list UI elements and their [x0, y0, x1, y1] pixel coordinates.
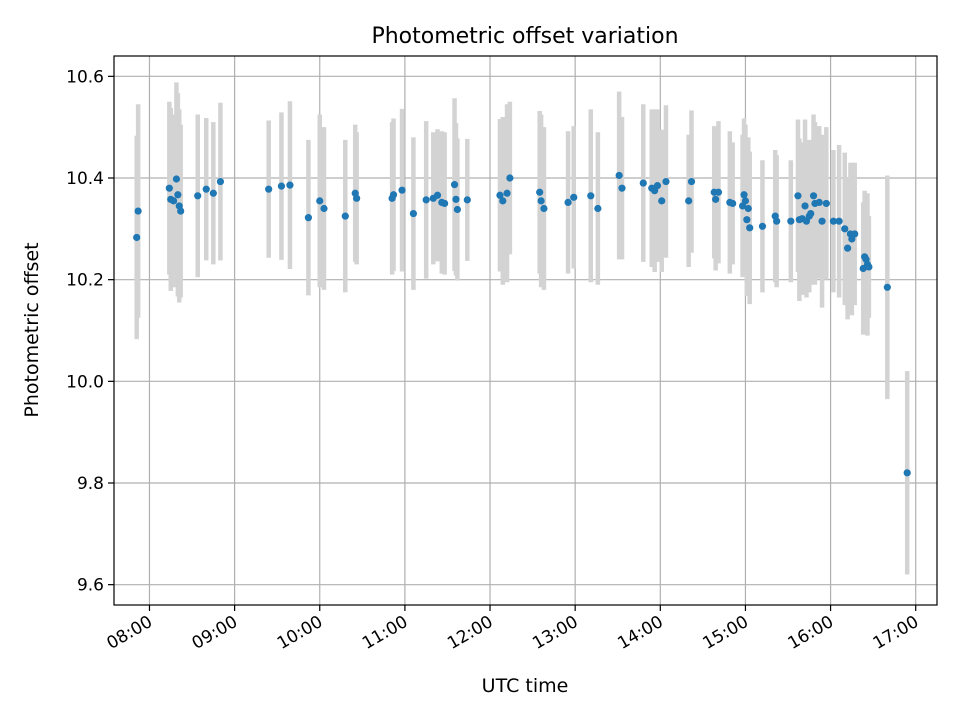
data-point [134, 207, 142, 215]
data-point [844, 244, 852, 252]
data-point [389, 191, 398, 199]
data-point [536, 188, 544, 196]
data-point [744, 204, 752, 213]
data-point [499, 197, 507, 205]
data-point [801, 202, 809, 210]
data-point [773, 217, 781, 225]
data-point [594, 204, 602, 213]
data-point [209, 189, 217, 197]
data-point [794, 192, 802, 200]
data-point [758, 222, 767, 230]
data-point [216, 177, 225, 186]
data-point [463, 196, 471, 204]
data-point [746, 224, 754, 232]
data-points [133, 171, 911, 477]
data-point [740, 191, 748, 199]
y-axis-label: Photometric offset [21, 242, 43, 417]
data-point [729, 199, 737, 208]
data-point [741, 197, 750, 205]
data-point [169, 197, 178, 205]
data-point [194, 192, 202, 200]
data-point [398, 186, 406, 194]
y-tick-label: 9.6 [77, 576, 104, 596]
data-point [807, 209, 815, 218]
data-point [496, 191, 504, 199]
data-point [809, 192, 818, 200]
data-point [714, 188, 723, 196]
data-point [353, 194, 361, 202]
data-point [618, 184, 626, 192]
data-point [570, 193, 578, 201]
data-point [452, 195, 460, 203]
data-point [453, 205, 461, 214]
data-point [865, 263, 873, 271]
data-point [506, 174, 514, 182]
data-point [441, 199, 449, 208]
data-point [165, 184, 173, 192]
plot-frame [113, 55, 938, 606]
data-point [422, 196, 430, 204]
data-point [133, 233, 141, 242]
data-point [177, 207, 185, 215]
data-point [835, 217, 843, 225]
data-point [564, 198, 572, 206]
data-point [743, 216, 751, 224]
y-axis-ticks: 9.6 9.8 10.0 10.2 10.4 10.6 [66, 67, 114, 596]
data-point [903, 469, 911, 477]
data-point [822, 199, 830, 208]
data-point [540, 204, 548, 213]
data-point [202, 185, 210, 193]
y-tick-label: 9.8 [77, 474, 104, 494]
data-point [639, 179, 647, 187]
data-point [320, 204, 328, 213]
data-point [433, 191, 442, 199]
data-point [685, 197, 693, 205]
data-point [829, 217, 838, 225]
data-point [658, 197, 666, 205]
data-point [662, 177, 670, 186]
data-point [265, 185, 273, 193]
data-point [172, 175, 181, 183]
chart-title: Photometric offset variation [371, 24, 678, 49]
data-point [286, 181, 294, 189]
data-point [503, 189, 511, 197]
data-point [841, 225, 849, 233]
data-point [815, 198, 823, 206]
data-point [537, 197, 545, 205]
data-point [450, 181, 459, 189]
y-tick-label: 10.2 [66, 271, 104, 291]
y-tick-label: 10.0 [66, 372, 104, 392]
data-point [341, 212, 349, 220]
data-point [316, 197, 324, 205]
y-tick-label: 10.4 [66, 169, 104, 189]
data-point [787, 217, 795, 225]
data-point [818, 217, 826, 225]
x-axis-label: UTC time [482, 675, 569, 697]
data-point [615, 171, 623, 180]
y-tick-label: 10.6 [66, 67, 104, 87]
data-point [304, 214, 312, 222]
data-point [174, 191, 182, 199]
data-point [851, 230, 859, 238]
data-point [687, 177, 696, 186]
data-point [712, 195, 720, 203]
data-point [653, 182, 662, 190]
data-point [883, 283, 891, 291]
data-point [409, 209, 418, 218]
data-point [587, 192, 595, 200]
data-point [277, 182, 286, 190]
